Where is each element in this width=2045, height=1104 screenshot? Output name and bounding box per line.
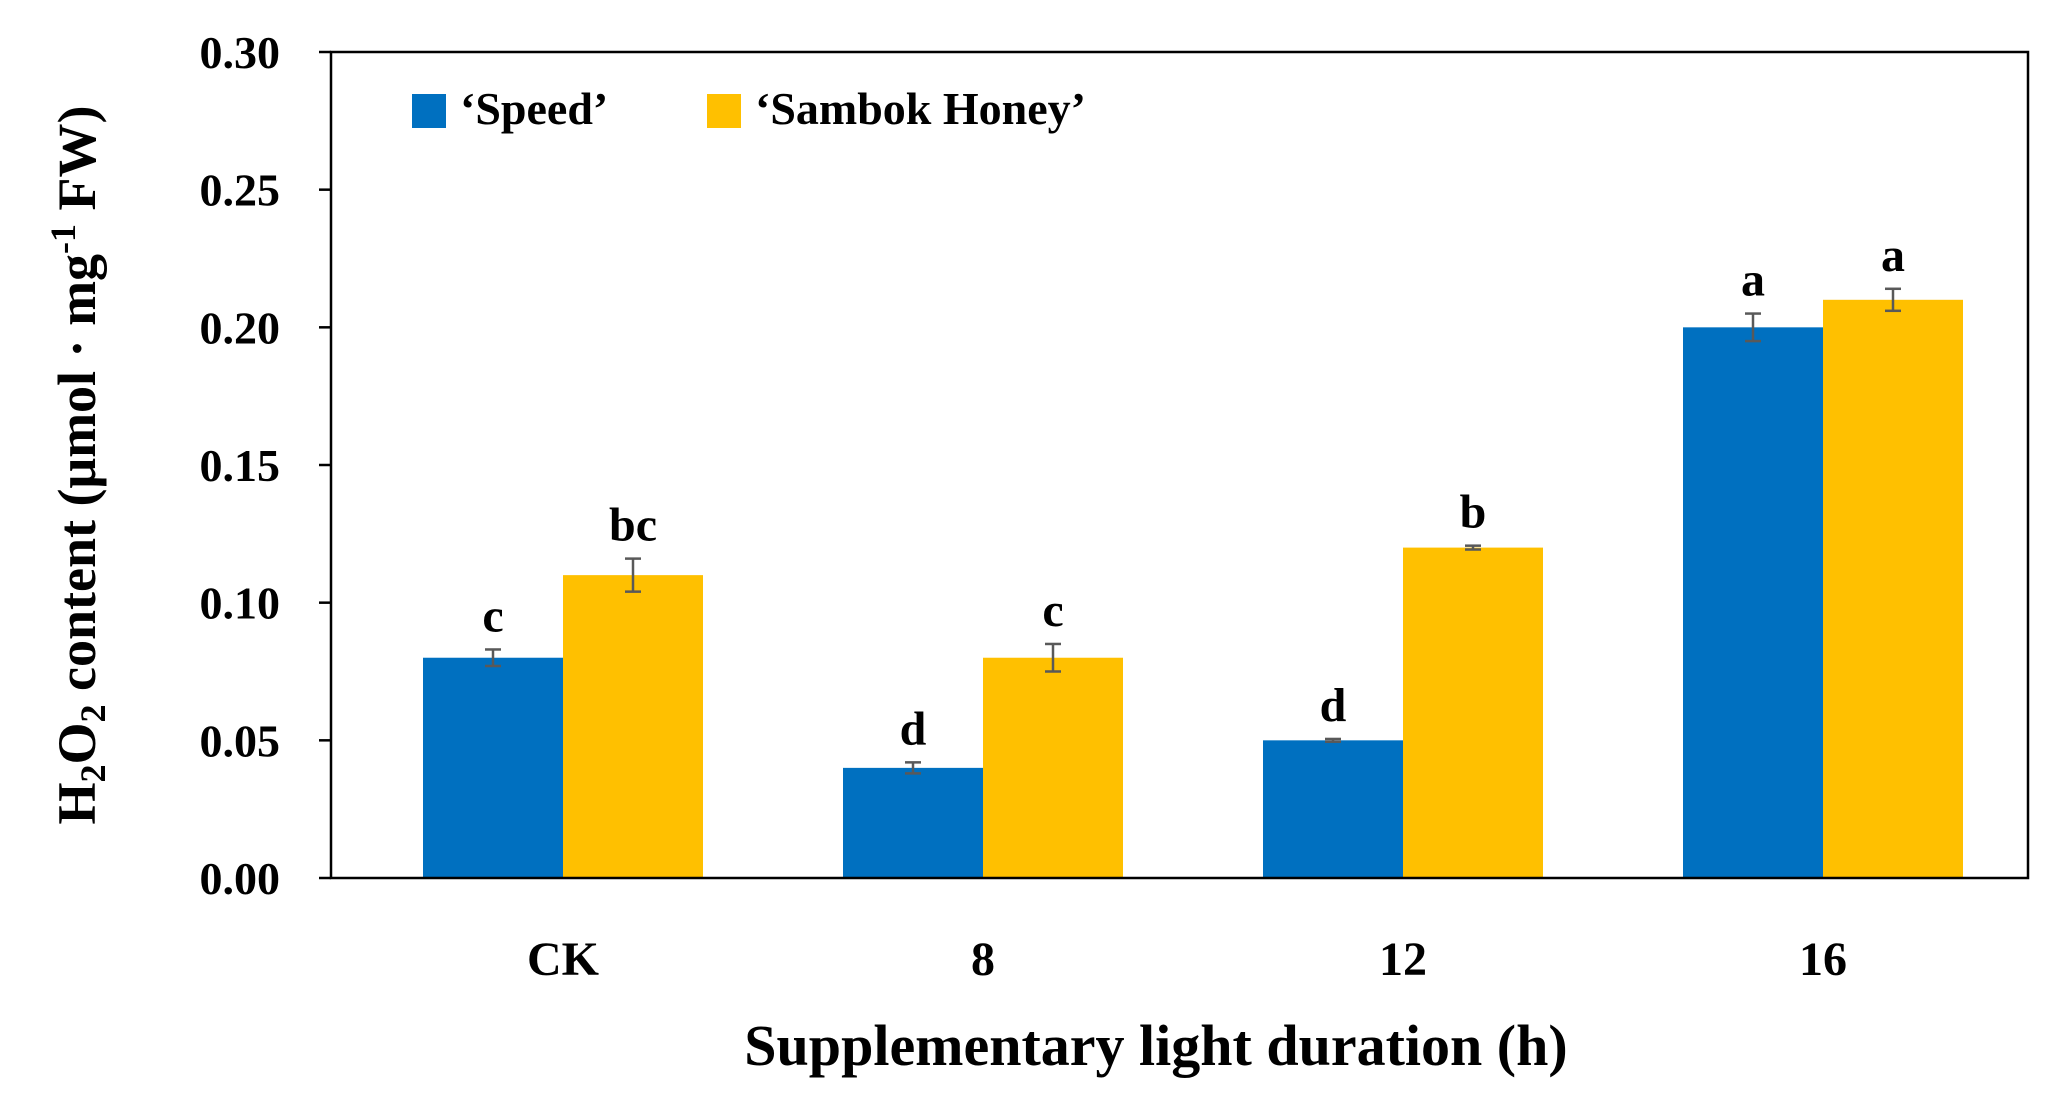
bar-sambok-honey-16	[1823, 299, 1963, 878]
error-bar-speed-8	[905, 761, 921, 775]
significance-label-speed-8: d	[900, 702, 927, 755]
significance-label-sambok-honey-16: a	[1881, 229, 1905, 282]
y-tick-label-0.15: 0.15	[200, 440, 281, 491]
y-tick-label-0.10: 0.10	[200, 578, 281, 629]
bar-sambok-honey-ck	[563, 575, 703, 878]
legend-label-speed: ‘Speed’	[460, 83, 608, 134]
significance-label-speed-ck: c	[482, 589, 503, 642]
y-tick-label-0.05: 0.05	[200, 715, 281, 766]
bar-speed-12	[1263, 740, 1403, 878]
x-axis-title: Supplementary light duration (h)	[744, 1013, 1567, 1078]
significance-label-speed-12: d	[1320, 679, 1347, 732]
error-bar-sambok-honey-8	[1045, 642, 1061, 673]
error-bars-layer	[485, 287, 1901, 775]
bar-speed-8	[843, 767, 983, 878]
x-tick-label-12: 12	[1379, 933, 1427, 986]
x-tick-label-16: 16	[1799, 933, 1847, 986]
y-axis-ticks: 0.00 0.05 0.10 0.15 0.20 0.25 0.30	[200, 27, 331, 904]
x-tick-label-ck: CK	[527, 933, 599, 986]
error-bar-speed-12	[1325, 737, 1341, 743]
legend-swatch-speed	[412, 94, 446, 128]
legend-label-sambok-honey: ‘Sambok Honey’	[755, 83, 1086, 134]
bars-layer	[423, 299, 1963, 878]
x-tick-label-8: 8	[971, 933, 995, 986]
significance-labels-layer: c bc d c d b a a	[482, 229, 1905, 756]
y-tick-label-0.20: 0.20	[200, 302, 281, 353]
bar-sambok-honey-8	[983, 657, 1123, 878]
bar-speed-16	[1683, 327, 1823, 878]
y-tick-label-0.30: 0.30	[200, 27, 281, 78]
legend: ‘Speed’ ‘Sambok Honey’	[412, 83, 1086, 134]
bar-sambok-honey-12	[1403, 547, 1543, 878]
significance-label-sambok-honey-8: c	[1042, 584, 1063, 637]
x-axis-ticks: CK 8 12 16	[527, 933, 1847, 986]
significance-label-sambok-honey-ck: bc	[609, 499, 657, 552]
y-axis-title: H2O2 content (μmol · mg-1 FW)	[43, 105, 113, 824]
error-bar-speed-ck	[485, 648, 501, 668]
y-tick-label-0.25: 0.25	[200, 165, 281, 216]
significance-label-sambok-honey-12: b	[1460, 486, 1487, 539]
y-tick-label-0.00: 0.00	[200, 853, 281, 904]
error-bar-sambok-honey-12	[1465, 544, 1481, 551]
legend-swatch-sambok-honey	[707, 94, 741, 128]
error-bar-sambok-honey-16	[1885, 287, 1901, 313]
bar-speed-ck	[423, 657, 563, 878]
error-bar-sambok-honey-ck	[625, 557, 641, 593]
error-bar-speed-16	[1745, 312, 1761, 343]
significance-label-speed-16: a	[1741, 254, 1765, 307]
